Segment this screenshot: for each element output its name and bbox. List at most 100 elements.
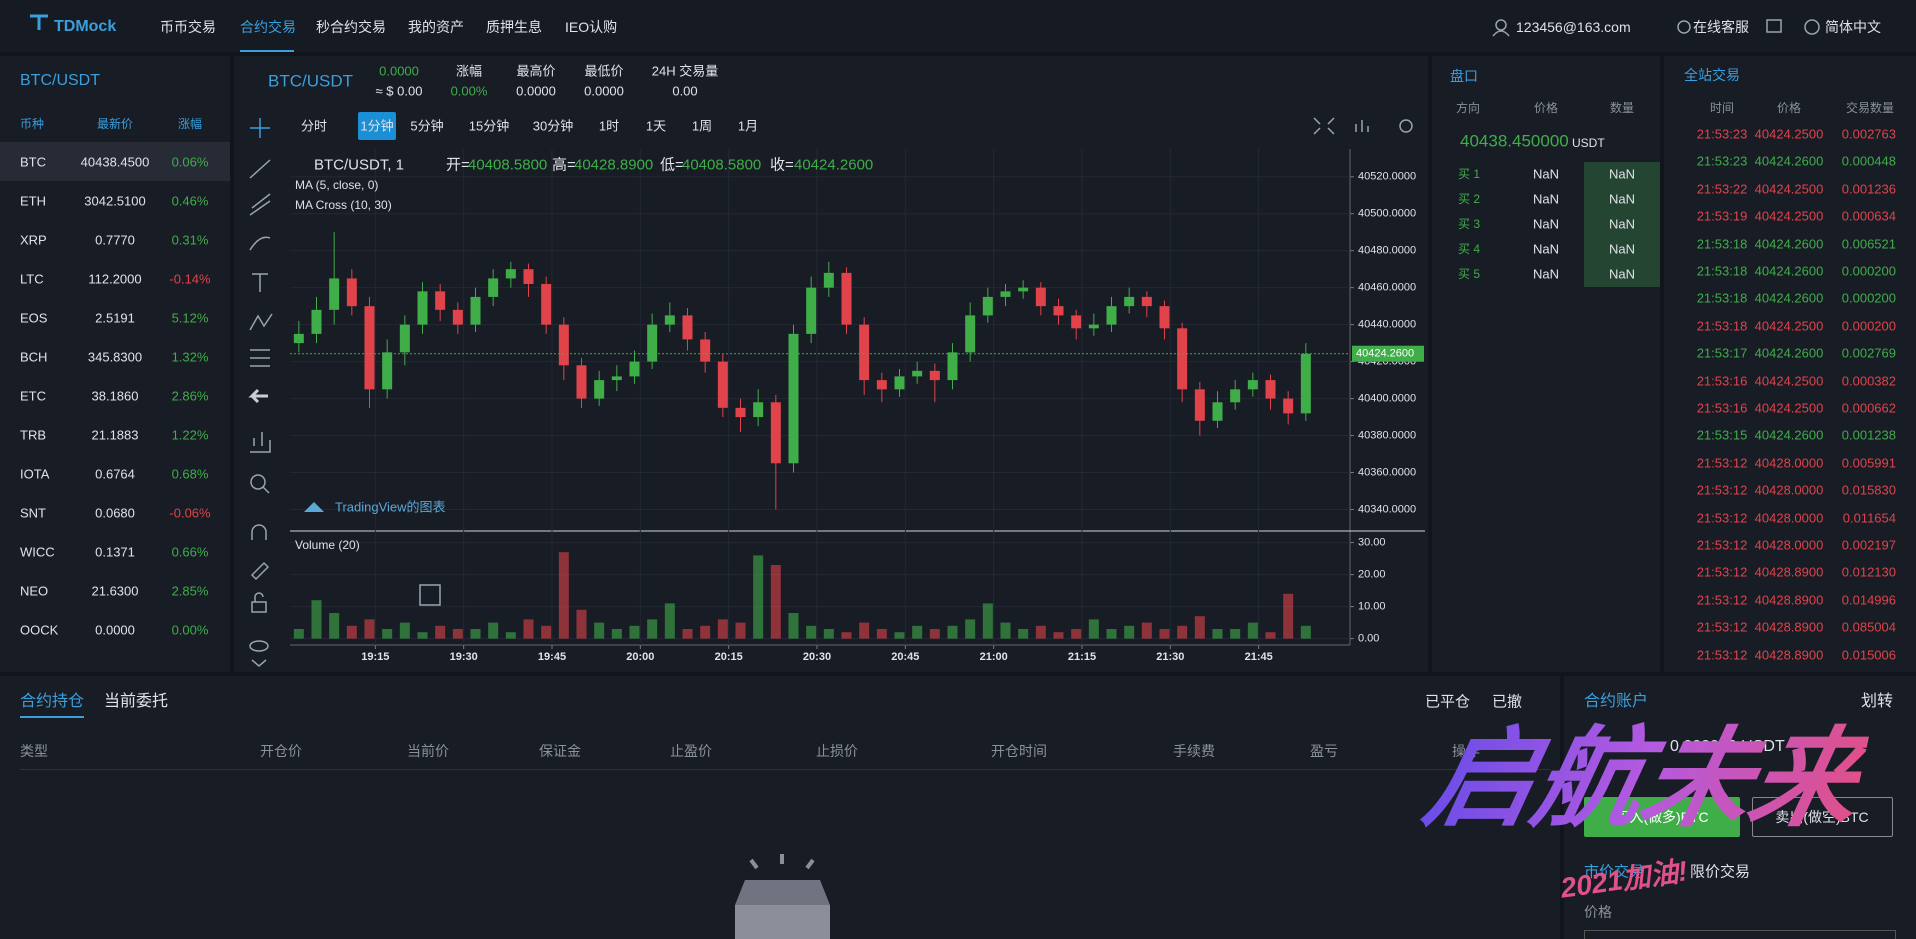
column-header: 类型 — [20, 743, 48, 759]
trade-price: 40424.2500 — [1754, 208, 1824, 224]
user-account[interactable]: 123456@163.com — [1516, 19, 1631, 35]
column-header: 最新价 — [96, 117, 134, 131]
trade-time: 21:53:15 — [1696, 427, 1748, 443]
nav-item[interactable]: 质押生息 — [486, 19, 542, 35]
stat-value: 0.0000 — [516, 83, 556, 99]
trade-price: 40428.8900 — [1754, 647, 1824, 663]
interval-button[interactable]: 30分钟 — [532, 118, 574, 134]
market-symbol[interactable]: LTC — [20, 271, 44, 287]
trade-price: 40424.2600 — [1754, 345, 1824, 361]
nav-item[interactable]: 合约交易 — [240, 19, 296, 35]
ticker-pair: BTC/USDT — [268, 71, 353, 91]
tab[interactable]: 市价交易 — [1584, 863, 1645, 881]
trade-time: 21:53:16 — [1696, 373, 1748, 389]
filter-button[interactable]: 已平仓 — [1425, 695, 1470, 710]
nav-item[interactable]: 秒合约交易 — [316, 19, 386, 35]
market-change: -0.06% — [169, 505, 211, 521]
ohlc-value: 40408.5800 — [682, 156, 762, 174]
bid-price: NaN — [1532, 266, 1560, 282]
tab[interactable]: 当前委托 — [104, 693, 169, 710]
tab[interactable]: 合约持仓 — [20, 693, 85, 710]
trade-price: 40428.8900 — [1754, 592, 1824, 608]
market-symbol[interactable]: BCH — [20, 349, 48, 365]
market-symbol[interactable]: IOTA — [20, 466, 50, 482]
market-change: 0.31% — [171, 232, 209, 248]
market-change: -0.14% — [169, 271, 211, 287]
market-price: 38.1860 — [91, 388, 139, 404]
interval-button[interactable]: 1时 — [598, 118, 620, 134]
trade-time: 21:53:18 — [1696, 263, 1748, 279]
trade-price: 40424.2500 — [1754, 318, 1824, 334]
market-symbol[interactable]: XRP — [20, 232, 47, 248]
market-symbol[interactable]: NEO — [20, 583, 49, 599]
column-header: 交易数量 — [1845, 101, 1895, 115]
panel-title: 合约账户 — [1584, 694, 1648, 710]
market-price: 0.0680 — [95, 505, 135, 521]
trade-price: 40424.2600 — [1754, 236, 1824, 252]
trade-price: 40428.8900 — [1754, 619, 1824, 635]
buy-label[interactable]: 买入(做多)BTC — [1615, 810, 1708, 824]
market-price: 21.1883 — [91, 427, 139, 443]
tab[interactable]: 限价交易 — [1690, 863, 1751, 881]
ohlc-label: 开= — [446, 156, 470, 174]
trade-amount: 0.001238 — [1841, 427, 1896, 443]
branding: TradingView的图表 — [335, 499, 446, 515]
logo: TDMock — [54, 18, 117, 35]
interval-button[interactable]: 1天 — [645, 118, 667, 134]
trade-time: 21:53:18 — [1696, 236, 1748, 252]
column-header: 开仓时间 — [991, 743, 1047, 759]
market-symbol[interactable]: BTC — [20, 154, 46, 170]
stat-value: 0.00% — [450, 83, 488, 99]
column-header: 时间 — [1709, 101, 1735, 115]
nav-item[interactable]: 我的资产 — [408, 19, 464, 35]
interval-button[interactable]: 分时 — [300, 118, 328, 134]
market-change: 0.46% — [171, 193, 209, 209]
buy-button[interactable] — [1584, 797, 1740, 837]
market-symbol[interactable]: ETC — [20, 388, 46, 404]
market-symbol[interactable]: SNT — [20, 505, 46, 521]
bid-level: 买 4 — [1458, 242, 1481, 256]
trade-amount: 0.002763 — [1841, 126, 1896, 142]
sell-button[interactable] — [1752, 797, 1893, 837]
sell-label[interactable]: 卖出(做空)BTC — [1775, 810, 1868, 824]
column-header: 数量 — [1609, 101, 1635, 115]
nav-item[interactable]: IEO认购 — [565, 19, 618, 35]
header-divider — [20, 769, 1550, 770]
volume-title: Volume (20) — [295, 538, 360, 552]
bid-level: 买 3 — [1458, 217, 1481, 231]
chart-symbol: BTC/USDT, 1 — [314, 156, 405, 174]
trade-time: 21:53:23 — [1696, 126, 1748, 142]
market-symbol[interactable]: EOS — [20, 310, 48, 326]
trade-amount: 0.000200 — [1841, 263, 1896, 279]
trade-amount: 0.005991 — [1841, 455, 1896, 471]
selected-row — [0, 142, 230, 181]
trade-price: 40424.2500 — [1754, 400, 1824, 416]
support-link[interactable]: 在线客服 — [1693, 19, 1749, 35]
trade-price: 40424.2500 — [1754, 126, 1824, 142]
ohlc-label: 收= — [770, 156, 794, 174]
price-input[interactable] — [1584, 930, 1896, 939]
language-select[interactable]: 简体中文 — [1825, 19, 1881, 35]
interval-button[interactable]: 1周 — [691, 118, 713, 134]
market-symbol[interactable]: OOCK — [20, 622, 59, 638]
nav-item[interactable]: 币币交易 — [160, 19, 216, 35]
interval-button[interactable]: 5分钟 — [410, 118, 444, 134]
market-price: 3042.5100 — [84, 193, 146, 209]
column-header: 开仓价 — [260, 743, 302, 759]
filter-button[interactable]: 已撤 — [1492, 695, 1522, 710]
interval-button[interactable]: 1月 — [737, 118, 759, 134]
market-symbol[interactable]: TRB — [20, 427, 46, 443]
market-symbol[interactable]: WICC — [20, 544, 55, 560]
ohlc-value: 40428.8900 — [574, 156, 654, 174]
trade-price: 40424.2500 — [1754, 181, 1824, 197]
interval-button[interactable]: 1分钟 — [360, 118, 394, 134]
market-change: 0.68% — [171, 466, 209, 482]
trade-time: 21:53:12 — [1696, 592, 1748, 608]
trade-time: 21:53:12 — [1696, 619, 1748, 635]
column-header: 操作 — [1452, 744, 1480, 758]
bid-quantity: NaN — [1608, 216, 1636, 232]
interval-button[interactable]: 15分钟 — [468, 118, 510, 134]
market-symbol[interactable]: ETH — [20, 193, 46, 209]
transfer-button[interactable]: 划转 — [1860, 693, 1893, 710]
